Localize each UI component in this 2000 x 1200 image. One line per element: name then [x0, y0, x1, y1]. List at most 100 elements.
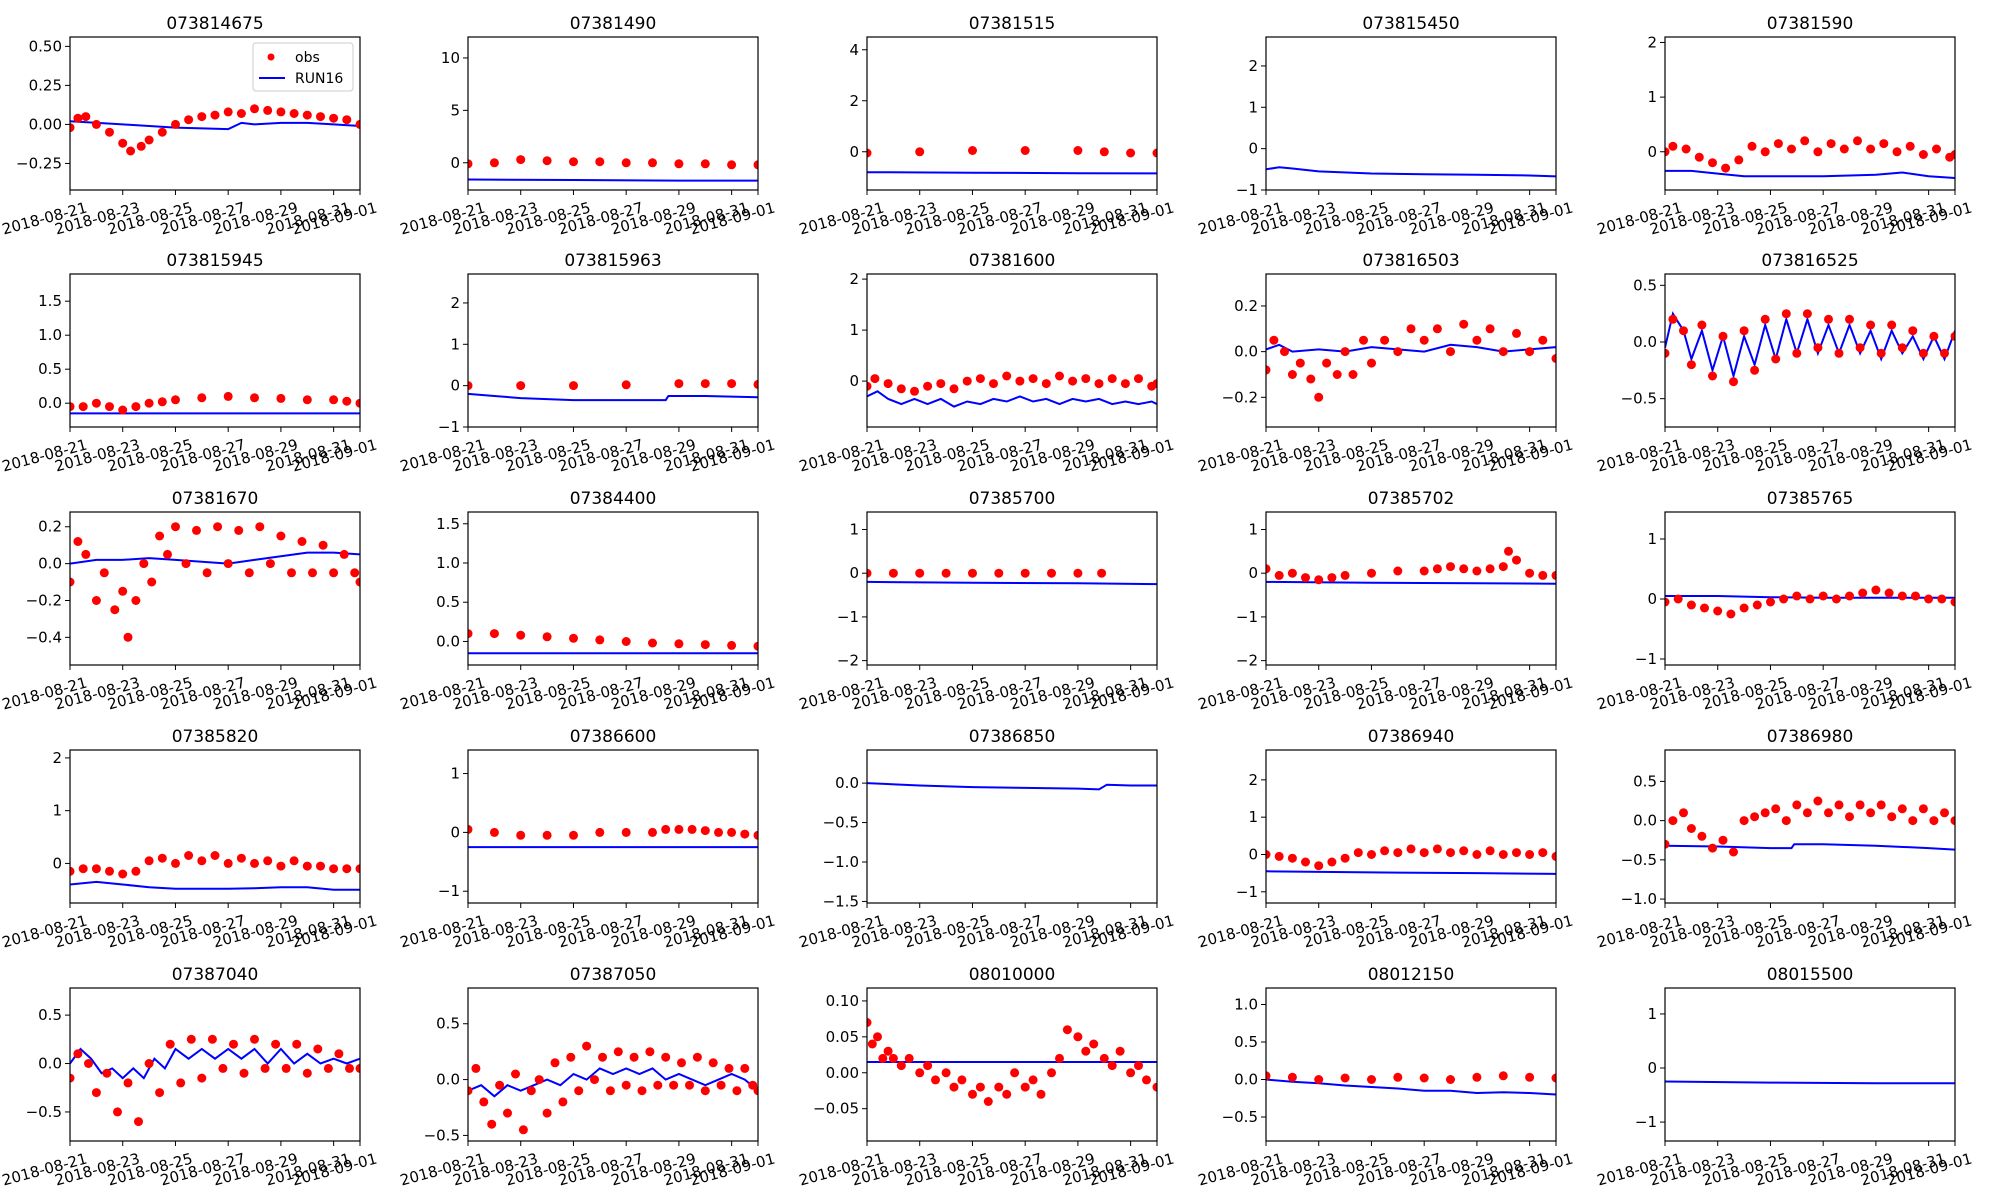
obs-point [1929, 816, 1939, 826]
obs-point [1020, 146, 1030, 155]
panel-title: 07381515 [969, 14, 1056, 34]
panel-07381590: 073815900122018-08-212018-08-232018-08-2… [1595, 14, 1974, 238]
y-tick-label: −1 [1635, 650, 1657, 668]
y-tick-label: 0 [849, 564, 859, 582]
obs-point [302, 110, 312, 120]
obs-point [957, 1075, 967, 1085]
y-tick-label: −1 [438, 882, 460, 900]
series-obs [468, 629, 758, 651]
series-obs [70, 522, 360, 642]
obs-point [1739, 816, 1749, 826]
panel-title: 07381600 [969, 251, 1056, 271]
obs-point [687, 824, 697, 834]
obs-point [1446, 347, 1455, 357]
obs-point [1314, 392, 1324, 402]
y-tick-label: 0.5 [436, 1015, 460, 1033]
obs-point [1871, 585, 1881, 595]
obs-point [236, 109, 246, 118]
panel-title: 07386940 [1368, 727, 1455, 747]
axes-frame [69, 987, 361, 1142]
obs-point [265, 559, 275, 569]
obs-point [263, 856, 273, 866]
obs-point [1834, 800, 1844, 810]
obs-point [70, 866, 75, 876]
obs-point [1668, 314, 1678, 324]
obs-point [1512, 848, 1521, 858]
y-tick-label: 2 [1248, 57, 1258, 75]
y-tick-label: 10 [441, 49, 460, 67]
obs-point [271, 1039, 281, 1049]
panel-title: 07385700 [969, 489, 1056, 509]
obs-point [84, 1059, 93, 1068]
obs-point [1498, 347, 1508, 357]
obs-point [1813, 796, 1823, 806]
obs-point [318, 540, 328, 550]
obs-point [1280, 347, 1289, 357]
obs-point [131, 866, 141, 876]
obs-point [661, 824, 671, 834]
obs-point [1668, 141, 1678, 151]
legend-model-label: RUN16 [295, 71, 343, 87]
axes-frame [69, 273, 361, 428]
obs-point [1950, 331, 1955, 341]
obs-point [569, 381, 578, 391]
obs-point [207, 1034, 217, 1044]
obs-point [489, 158, 499, 168]
obs-point [534, 1075, 544, 1085]
obs-point [503, 1108, 512, 1118]
y-tick-label: 0.0 [38, 1055, 62, 1073]
y-tick-label: 1 [450, 335, 460, 353]
obs-point [1853, 136, 1862, 146]
obs-point [1845, 812, 1854, 822]
y-tick-label: 1.0 [436, 554, 460, 572]
obs-point [873, 1032, 882, 1042]
obs-point [1081, 374, 1091, 384]
panel-title: 07385702 [1368, 489, 1455, 509]
y-tick-label: −1.5 [823, 892, 859, 910]
series-obs [867, 371, 1157, 396]
y-tick-label: 0.0 [1234, 1071, 1258, 1089]
obs-point [1771, 804, 1781, 814]
obs-point [1929, 331, 1939, 341]
y-tick-label: 1 [1647, 530, 1657, 548]
y-tick-label: −0.5 [1621, 390, 1657, 408]
series-obs [1665, 136, 1955, 173]
series-obs [867, 1018, 1157, 1106]
obs-point [355, 577, 360, 587]
axes-frame [467, 273, 759, 428]
obs-point [1269, 335, 1279, 345]
obs-point [1152, 148, 1157, 158]
obs-point [1266, 1071, 1271, 1081]
y-tick-label: 2 [52, 749, 62, 767]
axes-frame [467, 36, 759, 191]
obs-point [1887, 812, 1897, 822]
y-tick-label: −0.5 [1222, 1108, 1258, 1126]
obs-point [1760, 147, 1770, 157]
obs-point [81, 549, 91, 559]
axes-frame [866, 273, 1158, 428]
obs-point [1498, 1071, 1508, 1081]
obs-point [1787, 144, 1796, 154]
obs-point [1887, 320, 1897, 330]
obs-point [339, 549, 349, 559]
obs-point [355, 398, 360, 408]
y-tick-label: 0.10 [826, 992, 859, 1010]
y-tick-label: −1.0 [823, 853, 859, 871]
obs-point [1876, 800, 1886, 810]
obs-point [1459, 846, 1469, 856]
obs-point [1002, 1089, 1012, 1099]
obs-point [223, 559, 233, 569]
series-obs [1665, 309, 1955, 387]
y-tick-label: 2 [450, 294, 460, 312]
obs-point [613, 1047, 623, 1057]
obs-point [595, 157, 605, 167]
obs-point [197, 393, 207, 403]
obs-point [292, 1039, 302, 1049]
obs-point [263, 105, 273, 115]
obs-point [1734, 155, 1744, 165]
obs-point [1826, 139, 1836, 149]
obs-point [1697, 320, 1707, 330]
obs-point [113, 1107, 122, 1117]
obs-point [1306, 374, 1316, 384]
obs-point [753, 641, 758, 651]
